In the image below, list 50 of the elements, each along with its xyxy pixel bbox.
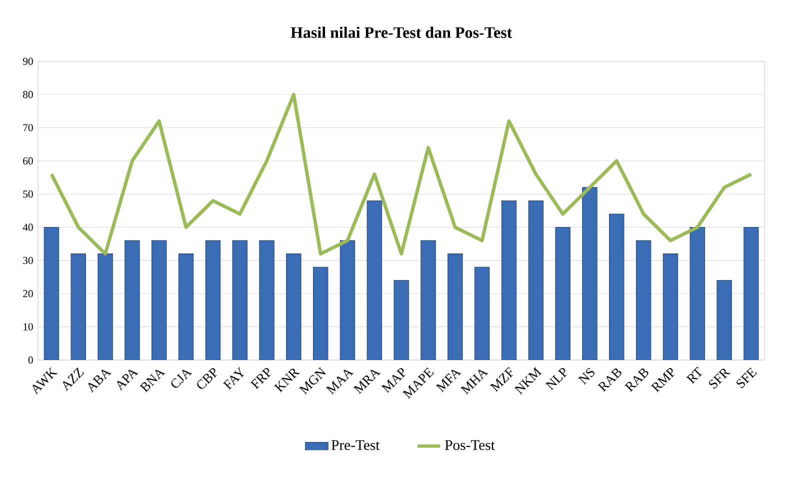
x-tick-label: NS bbox=[578, 368, 594, 385]
bar bbox=[609, 214, 624, 360]
x-tick-label: SFE bbox=[736, 368, 757, 388]
legend-label: Pos-Test bbox=[445, 440, 495, 450]
x-tick-label: SFR bbox=[709, 368, 731, 389]
bar bbox=[44, 226, 60, 360]
bar bbox=[178, 254, 194, 360]
bar bbox=[152, 240, 167, 360]
bar bbox=[662, 254, 678, 360]
bar bbox=[716, 280, 732, 360]
bar bbox=[70, 254, 86, 360]
bar bbox=[98, 254, 113, 360]
x-tick-label: CJA bbox=[171, 370, 192, 388]
y-tick-label: 40 bbox=[22, 224, 33, 231]
legend-label: Pre-Test bbox=[331, 440, 380, 450]
bar bbox=[474, 266, 490, 360]
x-tick-label: FRP bbox=[250, 368, 271, 390]
y-tick-label: 10 bbox=[24, 323, 33, 330]
bar bbox=[420, 240, 436, 360]
y-tick-label: 50 bbox=[23, 190, 33, 198]
bar bbox=[448, 254, 463, 360]
bar bbox=[124, 240, 140, 360]
bar bbox=[636, 240, 652, 360]
bar bbox=[394, 280, 409, 360]
y-tick-label: 90 bbox=[22, 58, 33, 65]
y-tick-label: 30 bbox=[23, 256, 33, 264]
chart-title: Hasil nilai Pre-Test dan Pos-Test bbox=[290, 26, 512, 38]
bar bbox=[555, 226, 570, 360]
bar bbox=[744, 226, 759, 360]
bar bbox=[312, 266, 328, 360]
x-tick-label: NLP bbox=[545, 368, 567, 390]
y-tick-label: 20 bbox=[23, 290, 33, 298]
y-tick-label: 70 bbox=[23, 124, 33, 132]
x-tick-label: APA bbox=[117, 370, 138, 391]
bar bbox=[232, 240, 248, 360]
bar bbox=[502, 200, 516, 360]
y-tick-label: 60 bbox=[23, 157, 33, 164]
bar bbox=[286, 254, 302, 360]
x-tick-label: RT bbox=[686, 366, 702, 384]
bar bbox=[259, 240, 274, 360]
line-series bbox=[50, 92, 753, 256]
bar bbox=[690, 226, 705, 360]
bar bbox=[528, 200, 544, 360]
bar bbox=[205, 240, 221, 360]
bar bbox=[366, 200, 382, 360]
bar bbox=[340, 240, 356, 360]
x-tick-label: CBP bbox=[197, 368, 217, 389]
y-tick-label: 0 bbox=[28, 356, 33, 364]
y-tick-label: 80 bbox=[23, 90, 33, 98]
bar bbox=[582, 187, 598, 360]
